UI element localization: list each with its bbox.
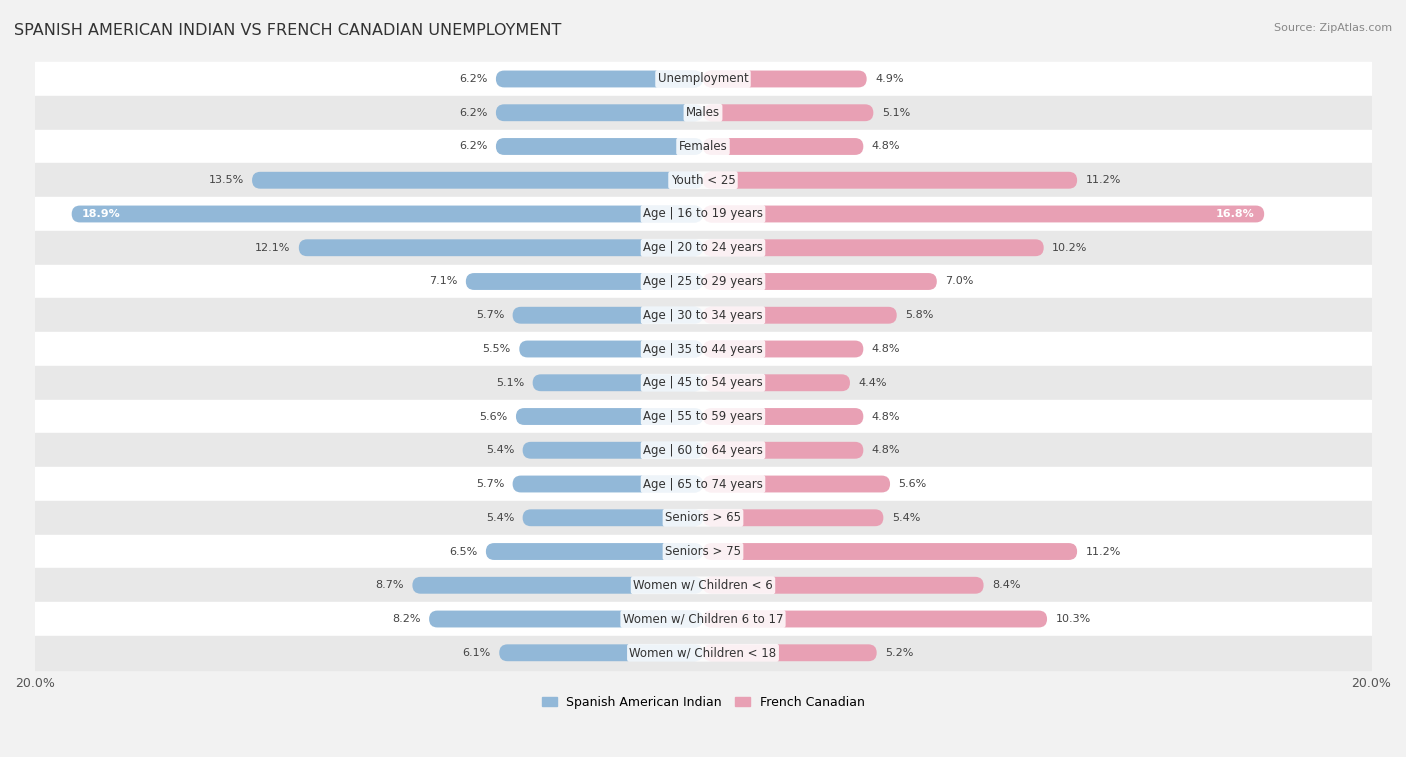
Text: Unemployment: Unemployment [658, 73, 748, 86]
FancyBboxPatch shape [72, 206, 703, 223]
Text: 16.8%: 16.8% [1215, 209, 1254, 219]
FancyBboxPatch shape [486, 543, 703, 560]
FancyBboxPatch shape [703, 577, 984, 593]
FancyBboxPatch shape [513, 475, 703, 493]
Text: Females: Females [679, 140, 727, 153]
Text: 11.2%: 11.2% [1085, 547, 1121, 556]
Text: 6.2%: 6.2% [460, 107, 488, 118]
Text: Women w/ Children 6 to 17: Women w/ Children 6 to 17 [623, 612, 783, 625]
Text: Males: Males [686, 106, 720, 120]
Text: 4.9%: 4.9% [875, 74, 904, 84]
FancyBboxPatch shape [533, 374, 703, 391]
Text: Youth < 25: Youth < 25 [671, 174, 735, 187]
Text: 8.4%: 8.4% [993, 581, 1021, 590]
Text: 10.3%: 10.3% [1056, 614, 1091, 624]
Text: 5.2%: 5.2% [884, 648, 914, 658]
FancyBboxPatch shape [703, 307, 897, 324]
FancyBboxPatch shape [412, 577, 703, 593]
Text: 12.1%: 12.1% [254, 243, 291, 253]
Text: 5.4%: 5.4% [486, 445, 515, 455]
FancyBboxPatch shape [252, 172, 703, 188]
FancyBboxPatch shape [703, 543, 1077, 560]
FancyBboxPatch shape [703, 206, 1264, 223]
Text: 18.9%: 18.9% [82, 209, 121, 219]
Text: Age | 55 to 59 years: Age | 55 to 59 years [643, 410, 763, 423]
Text: 6.2%: 6.2% [460, 142, 488, 151]
FancyBboxPatch shape [703, 611, 1047, 628]
Text: Source: ZipAtlas.com: Source: ZipAtlas.com [1274, 23, 1392, 33]
Text: Age | 25 to 29 years: Age | 25 to 29 years [643, 275, 763, 288]
Text: 4.8%: 4.8% [872, 344, 900, 354]
FancyBboxPatch shape [703, 104, 873, 121]
Text: Age | 16 to 19 years: Age | 16 to 19 years [643, 207, 763, 220]
Text: 13.5%: 13.5% [208, 175, 243, 185]
Text: 5.7%: 5.7% [475, 310, 505, 320]
Text: 4.8%: 4.8% [872, 412, 900, 422]
Text: 5.1%: 5.1% [882, 107, 910, 118]
Legend: Spanish American Indian, French Canadian: Spanish American Indian, French Canadian [537, 691, 869, 714]
Text: 6.2%: 6.2% [460, 74, 488, 84]
Text: 10.2%: 10.2% [1052, 243, 1087, 253]
FancyBboxPatch shape [703, 273, 936, 290]
Text: SPANISH AMERICAN INDIAN VS FRENCH CANADIAN UNEMPLOYMENT: SPANISH AMERICAN INDIAN VS FRENCH CANADI… [14, 23, 561, 38]
Text: 5.6%: 5.6% [898, 479, 927, 489]
Text: 4.4%: 4.4% [858, 378, 887, 388]
FancyBboxPatch shape [429, 611, 703, 628]
FancyBboxPatch shape [496, 104, 703, 121]
FancyBboxPatch shape [703, 70, 866, 87]
FancyBboxPatch shape [465, 273, 703, 290]
Text: Seniors > 75: Seniors > 75 [665, 545, 741, 558]
Text: 4.8%: 4.8% [872, 142, 900, 151]
FancyBboxPatch shape [703, 341, 863, 357]
Text: 5.6%: 5.6% [479, 412, 508, 422]
Text: 5.4%: 5.4% [891, 512, 920, 523]
FancyBboxPatch shape [703, 475, 890, 493]
FancyBboxPatch shape [703, 408, 863, 425]
Text: 11.2%: 11.2% [1085, 175, 1121, 185]
FancyBboxPatch shape [523, 442, 703, 459]
FancyBboxPatch shape [703, 239, 1043, 256]
Text: Age | 60 to 64 years: Age | 60 to 64 years [643, 444, 763, 456]
FancyBboxPatch shape [703, 374, 851, 391]
FancyBboxPatch shape [496, 70, 703, 87]
FancyBboxPatch shape [703, 138, 863, 155]
Text: Age | 65 to 74 years: Age | 65 to 74 years [643, 478, 763, 491]
Text: Age | 45 to 54 years: Age | 45 to 54 years [643, 376, 763, 389]
FancyBboxPatch shape [703, 442, 863, 459]
FancyBboxPatch shape [519, 341, 703, 357]
Text: 7.1%: 7.1% [429, 276, 457, 286]
FancyBboxPatch shape [703, 644, 877, 661]
FancyBboxPatch shape [299, 239, 703, 256]
Text: 6.5%: 6.5% [450, 547, 478, 556]
Text: 6.1%: 6.1% [463, 648, 491, 658]
Text: 8.7%: 8.7% [375, 581, 404, 590]
FancyBboxPatch shape [516, 408, 703, 425]
Text: 5.8%: 5.8% [905, 310, 934, 320]
Text: Women w/ Children < 18: Women w/ Children < 18 [630, 646, 776, 659]
Text: Age | 30 to 34 years: Age | 30 to 34 years [643, 309, 763, 322]
Text: 5.5%: 5.5% [482, 344, 510, 354]
Text: 8.2%: 8.2% [392, 614, 420, 624]
Text: Seniors > 65: Seniors > 65 [665, 511, 741, 525]
FancyBboxPatch shape [513, 307, 703, 324]
Text: Age | 35 to 44 years: Age | 35 to 44 years [643, 342, 763, 356]
FancyBboxPatch shape [703, 172, 1077, 188]
Text: 5.1%: 5.1% [496, 378, 524, 388]
Text: Women w/ Children < 6: Women w/ Children < 6 [633, 579, 773, 592]
FancyBboxPatch shape [499, 644, 703, 661]
Text: 5.7%: 5.7% [475, 479, 505, 489]
Text: Age | 20 to 24 years: Age | 20 to 24 years [643, 241, 763, 254]
FancyBboxPatch shape [496, 138, 703, 155]
FancyBboxPatch shape [523, 509, 703, 526]
Text: 7.0%: 7.0% [945, 276, 973, 286]
FancyBboxPatch shape [703, 509, 883, 526]
Text: 5.4%: 5.4% [486, 512, 515, 523]
Text: 4.8%: 4.8% [872, 445, 900, 455]
